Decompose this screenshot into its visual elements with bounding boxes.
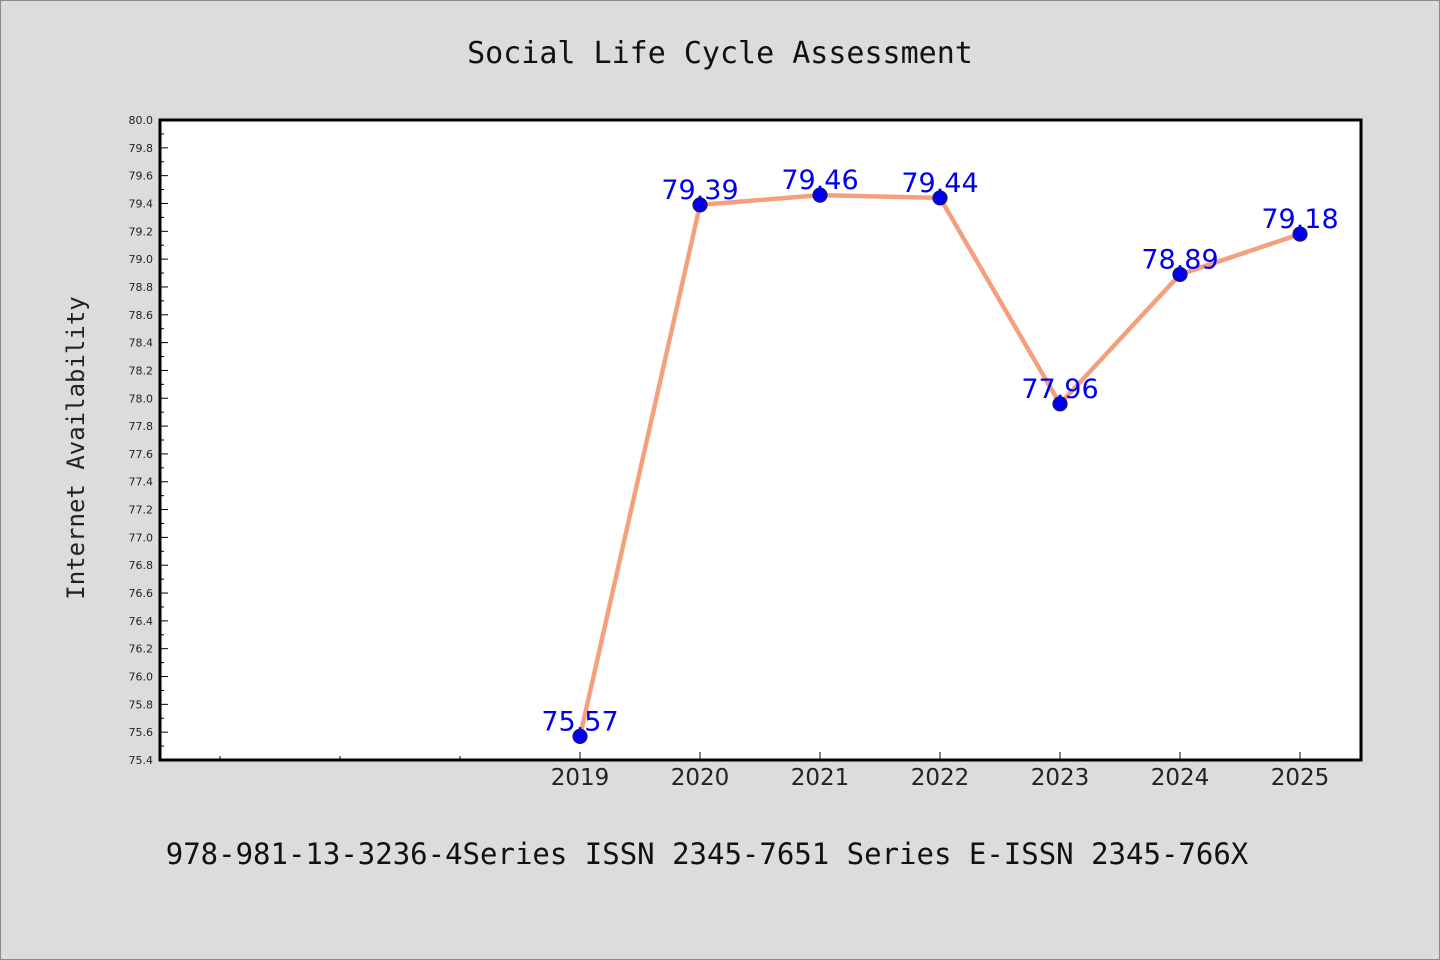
data-point-marker: [812, 187, 828, 203]
data-point-marker: [1292, 226, 1308, 242]
y-tick-label: 79.0: [129, 253, 154, 266]
x-tick-label: 2024: [1151, 765, 1210, 791]
x-axis-ticks: 2019 2020 2021 2022 2023 2024 2025: [219, 752, 1330, 791]
y-tick-label: 77.8: [129, 420, 154, 433]
y-tick-label: 79.2: [129, 225, 154, 238]
data-label: 79.46: [781, 165, 858, 196]
data-label: 75.57: [541, 706, 618, 737]
y-tick-label: 78.0: [129, 392, 154, 405]
x-tick-label: 2025: [1271, 765, 1330, 791]
y-tick-label: 76.6: [129, 587, 154, 600]
y-tick-label: 78.4: [129, 337, 154, 350]
y-axis-ticks: 75.4 75.6 75.8 76.0 76.2 76.4 76.6 76.8 77.0 77.2…: [129, 114, 168, 767]
y-tick-label: 76.4: [129, 615, 154, 628]
data-label: 79.18: [1261, 204, 1338, 235]
chart-title: Social Life Cycle Assessment: [467, 36, 973, 71]
y-tick-label: 75.6: [129, 726, 154, 739]
data-labels-group: 75.57 79.39 79.46 79.44 77.96 78.89 79.18: [541, 165, 1338, 737]
y-tick-label: 75.4: [129, 754, 154, 767]
y-axis-label: Internet Availability: [62, 296, 90, 599]
y-tick-label: 77.2: [129, 504, 154, 517]
y-tick-label: 77.6: [129, 448, 154, 461]
x-tick-label: 2023: [1031, 765, 1090, 791]
x-tick-label: 2020: [671, 765, 730, 791]
y-tick-label: 79.4: [129, 197, 154, 210]
plot-area: [160, 120, 1361, 760]
y-tick-label: 77.4: [129, 476, 154, 489]
data-label: 77.96: [1021, 374, 1098, 405]
y-tick-label: 78.6: [129, 309, 154, 322]
y-tick-label: 77.0: [129, 531, 154, 544]
x-tick-label: 2019: [551, 765, 610, 791]
data-label: 78.89: [1141, 244, 1218, 275]
y-tick-label: 75.8: [129, 698, 154, 711]
data-point-marker: [932, 190, 948, 206]
y-tick-label: 78.8: [129, 281, 154, 294]
y-tick-label: 76.0: [129, 671, 154, 684]
y-tick-label: 76.8: [129, 559, 154, 572]
footer-identifier: 978-981-13-3236-4Series ISSN 2345-7651 S…: [166, 837, 1249, 871]
data-point-marker: [1172, 266, 1188, 283]
y-tick-label: 79.6: [129, 170, 154, 183]
y-tick-label: 80.0: [129, 114, 154, 127]
data-point-marker: [692, 197, 708, 213]
y-tick-label: 78.2: [129, 364, 154, 377]
data-label: 79.44: [901, 168, 978, 199]
x-tick-label: 2021: [791, 765, 850, 791]
data-label: 79.39: [661, 175, 738, 206]
y-tick-label: 76.2: [129, 643, 154, 656]
x-tick-label: 2022: [911, 765, 970, 791]
plot-border: [158, 118, 1363, 762]
data-point-marker: [572, 728, 588, 744]
data-point-marker: [1052, 396, 1068, 412]
y-tick-label: 79.8: [129, 142, 154, 155]
series-group: [572, 187, 1308, 744]
